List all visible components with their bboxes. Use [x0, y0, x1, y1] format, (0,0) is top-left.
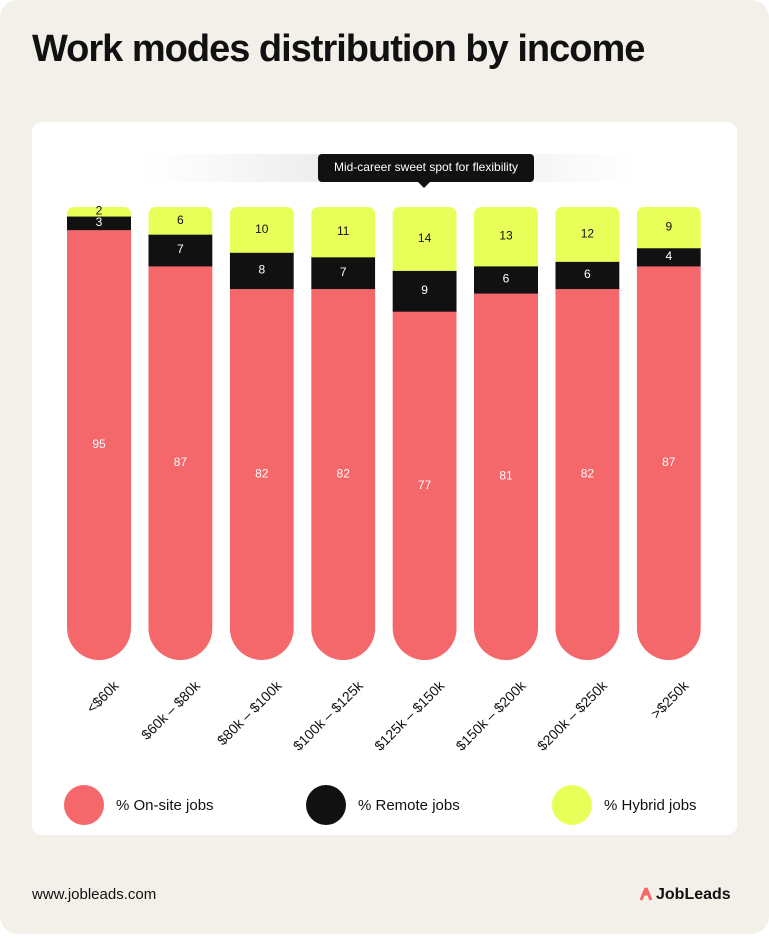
value-label: 82 — [255, 466, 269, 480]
bar-segment — [67, 229, 131, 660]
value-label: 6 — [503, 272, 510, 286]
value-label: 4 — [665, 249, 672, 263]
bar-segment — [148, 265, 213, 660]
bar-segment — [636, 207, 701, 249]
value-label: 11 — [337, 224, 350, 238]
value-label: 10 — [255, 222, 269, 236]
bar-segment — [229, 207, 294, 253]
value-label: 6 — [584, 267, 591, 281]
value-label: 14 — [418, 231, 432, 245]
annotation: Mid-career sweet spot for flexibility — [334, 160, 518, 174]
value-label: 81 — [499, 469, 513, 483]
brand-logo — [639, 887, 653, 901]
legend-label: % Remote jobs — [358, 797, 460, 814]
bar-segment — [474, 293, 538, 660]
bar — [229, 207, 294, 660]
value-label: 87 — [174, 455, 188, 469]
chart-title: Work modes distribution by income — [32, 28, 644, 70]
bar-segment — [392, 207, 457, 271]
bar — [636, 207, 701, 660]
bar — [555, 207, 620, 660]
annotation-pointer — [418, 182, 430, 188]
bar-segment — [148, 207, 213, 235]
bar-segment — [555, 261, 620, 290]
legend-label: % Hybrid jobs — [604, 797, 697, 814]
legend-label: % On-site jobs — [116, 797, 214, 814]
value-label: 7 — [177, 242, 184, 256]
value-label: 13 — [499, 229, 513, 243]
legend-swatch — [64, 785, 104, 825]
value-label: 82 — [581, 466, 595, 480]
legend-swatch — [306, 785, 346, 825]
bar-segment — [474, 207, 538, 267]
value-label: 2 — [96, 204, 103, 218]
value-label: 8 — [258, 263, 265, 277]
bar-segment — [311, 288, 376, 660]
bar — [392, 207, 457, 660]
bar — [474, 207, 538, 660]
value-label: 9 — [665, 220, 672, 234]
bar-segment — [474, 265, 538, 294]
bar-segment — [229, 288, 294, 660]
bar-segment — [311, 207, 376, 258]
legend-swatch — [552, 785, 592, 825]
value-label: 87 — [662, 455, 676, 469]
bar — [311, 207, 376, 660]
bar-segment — [229, 252, 294, 290]
bar-segment — [555, 288, 620, 660]
footer-brand: JobLeads — [656, 886, 731, 903]
value-label: 12 — [581, 226, 595, 240]
bar-segment — [636, 265, 701, 660]
bar — [67, 207, 131, 660]
bar-segment — [148, 234, 213, 267]
footer-url: www.jobleads.com — [31, 886, 156, 903]
bar-segment — [392, 311, 457, 660]
value-label: 77 — [418, 478, 432, 492]
bar-segment — [67, 207, 131, 217]
value-label: 9 — [421, 283, 428, 297]
bar-segment — [636, 247, 701, 267]
bar-segment — [392, 270, 457, 312]
value-label: 3 — [96, 215, 103, 229]
value-label: 7 — [340, 265, 347, 279]
bar-segment — [555, 207, 620, 262]
value-label: 95 — [92, 437, 106, 451]
bar-segment — [67, 216, 131, 231]
value-label: 6 — [177, 213, 184, 227]
annotation-box — [318, 154, 534, 182]
bar-segment — [311, 256, 376, 290]
bar — [148, 207, 213, 660]
value-label: 82 — [337, 466, 351, 480]
